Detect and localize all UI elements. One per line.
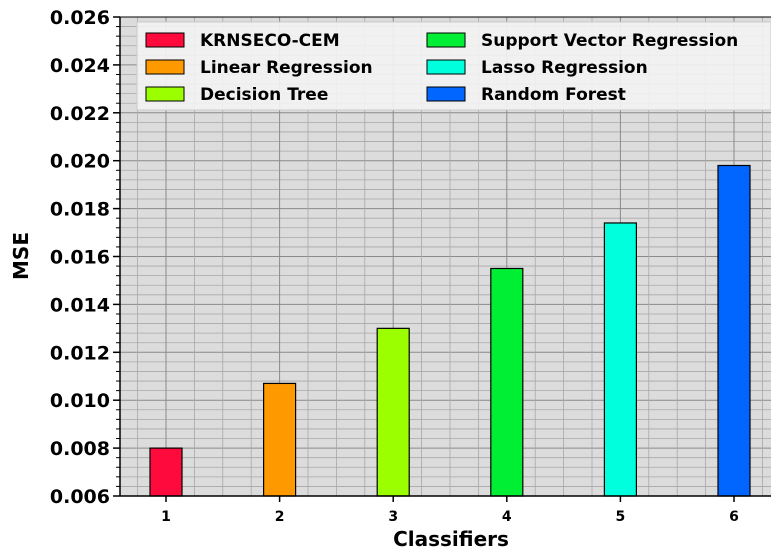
bar: [376, 327, 410, 497]
y-tick-label: 0.026: [50, 7, 110, 29]
legend-swatch: [426, 86, 466, 102]
y-tick-label: 0.018: [50, 199, 110, 221]
legend-label: Random Forest: [481, 85, 626, 105]
x-tick-labels: 1 2 3 4 5 6: [161, 509, 739, 525]
y-axis-title: MSE: [9, 232, 33, 280]
legend-label: Linear Regression: [200, 58, 373, 78]
legend-swatch: [145, 32, 185, 48]
legend-swatch: [426, 59, 466, 75]
legend-label: Support Vector Regression: [481, 31, 738, 51]
x-tick-label: 2: [275, 509, 285, 525]
x-tick-label: 4: [502, 509, 512, 525]
y-tick-label: 0.006: [50, 486, 110, 508]
bar: [603, 222, 638, 497]
legend-label: KRNSECO-CEM: [200, 31, 340, 51]
legend-swatch: [145, 86, 185, 102]
y-tick-label: 0.010: [50, 390, 110, 412]
x-axis-title: Classifiers: [393, 527, 509, 549]
axes: [113, 16, 771, 502]
x-tick-label: 3: [388, 509, 398, 525]
y-tick-label: 0.016: [50, 247, 110, 269]
legend-swatch: [426, 32, 466, 48]
y-tick-label: 0.012: [50, 342, 110, 364]
legend-label: Lasso Regression: [481, 58, 648, 78]
x-tick-label: 1: [161, 509, 171, 525]
bar: [490, 267, 524, 497]
y-tick-label: 0.024: [50, 55, 110, 77]
bars: [149, 164, 751, 497]
bar: [263, 382, 297, 497]
legend: KRNSECO-CEM Linear Regression Decision Tre…: [136, 21, 771, 111]
x-tick-label: 5: [616, 509, 626, 525]
y-tick-labels: 0.006 0.008 0.010 0.012 0.014 0.016 0.018 0.020…: [50, 7, 110, 508]
bar: [149, 447, 183, 497]
y-tick-label: 0.014: [50, 294, 110, 316]
y-tick-label: 0.020: [50, 151, 110, 173]
bar: [717, 164, 751, 497]
y-tick-label: 0.008: [50, 438, 110, 460]
x-tick-label: 6: [729, 509, 739, 525]
legend-label: Decision Tree: [200, 85, 328, 105]
y-tick-label: 0.022: [50, 103, 110, 125]
legend-swatch: [145, 59, 185, 75]
